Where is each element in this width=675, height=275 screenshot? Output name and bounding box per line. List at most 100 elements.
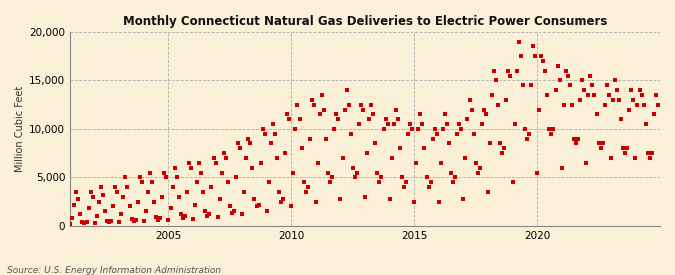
Point <box>142 190 153 194</box>
Point <box>515 54 526 58</box>
Point <box>87 195 98 199</box>
Point <box>503 68 514 73</box>
Point <box>69 202 80 207</box>
Point <box>356 103 367 107</box>
Point <box>522 136 533 141</box>
Point <box>595 146 606 150</box>
Point <box>495 141 506 146</box>
Point <box>481 112 491 117</box>
Point <box>636 93 647 97</box>
Point <box>462 117 473 122</box>
Point <box>556 166 567 170</box>
Point <box>282 112 293 117</box>
Point <box>507 180 518 185</box>
Point <box>337 156 348 160</box>
Point <box>401 180 412 185</box>
Point <box>225 204 236 209</box>
Point <box>583 93 594 97</box>
Point <box>579 88 590 92</box>
Point <box>419 146 430 150</box>
Point <box>409 199 420 204</box>
Point <box>300 190 311 194</box>
Point <box>75 212 86 216</box>
Point <box>554 78 565 82</box>
Point <box>394 146 405 150</box>
Point <box>284 117 295 122</box>
Point <box>425 180 436 185</box>
Point <box>364 117 375 122</box>
Point <box>542 93 553 97</box>
Point <box>581 161 592 165</box>
Point <box>429 127 440 131</box>
Point <box>491 78 502 82</box>
Point <box>202 214 213 218</box>
Point <box>124 204 135 209</box>
Point <box>439 112 450 117</box>
Point <box>342 88 352 92</box>
Point <box>653 103 664 107</box>
Point <box>538 59 549 63</box>
Point <box>534 107 545 112</box>
Point <box>273 190 284 194</box>
Point <box>610 78 620 82</box>
Point <box>275 199 286 204</box>
Point <box>165 206 176 211</box>
Point <box>214 197 225 201</box>
Point <box>259 131 270 136</box>
Point <box>472 170 483 175</box>
Point <box>405 122 416 126</box>
Point <box>120 175 131 180</box>
Point <box>497 151 508 155</box>
Point <box>632 103 643 107</box>
Point <box>566 103 577 107</box>
Point <box>603 93 614 97</box>
Point <box>261 209 272 214</box>
Point <box>95 185 106 189</box>
Point <box>89 221 100 225</box>
Point <box>192 180 202 185</box>
Point <box>437 127 448 131</box>
Point <box>570 141 581 146</box>
Point <box>302 185 313 189</box>
Point <box>388 122 399 126</box>
Point <box>407 127 418 131</box>
Point <box>313 161 323 165</box>
Point <box>292 103 303 107</box>
Point <box>231 175 242 180</box>
Point <box>269 131 280 136</box>
Point <box>325 180 335 185</box>
Point <box>649 112 659 117</box>
Point <box>221 156 232 160</box>
Point <box>319 107 329 112</box>
Point <box>452 131 462 136</box>
Point <box>612 88 622 92</box>
Point <box>350 175 360 180</box>
Point <box>249 197 260 201</box>
Point <box>585 73 596 78</box>
Point <box>122 185 133 189</box>
Point <box>335 197 346 201</box>
Point <box>71 190 82 194</box>
Point <box>511 68 522 73</box>
Point <box>130 217 141 222</box>
Point <box>386 156 397 160</box>
Point <box>411 161 422 165</box>
Point <box>67 216 78 220</box>
Point <box>151 215 161 219</box>
Point <box>204 212 215 216</box>
Point <box>454 122 464 126</box>
Point <box>265 141 276 146</box>
Point <box>116 212 127 216</box>
Point <box>171 175 182 180</box>
Point <box>403 131 414 136</box>
Title: Monthly Connecticut Natural Gas Deliveries to Electric Power Consumers: Monthly Connecticut Natural Gas Deliveri… <box>123 15 608 28</box>
Point <box>552 64 563 68</box>
Point <box>200 209 211 214</box>
Point <box>243 136 254 141</box>
Point <box>641 122 651 126</box>
Point <box>227 211 238 216</box>
Point <box>589 93 600 97</box>
Point <box>323 170 333 175</box>
Point <box>306 98 317 102</box>
Point <box>65 222 76 226</box>
